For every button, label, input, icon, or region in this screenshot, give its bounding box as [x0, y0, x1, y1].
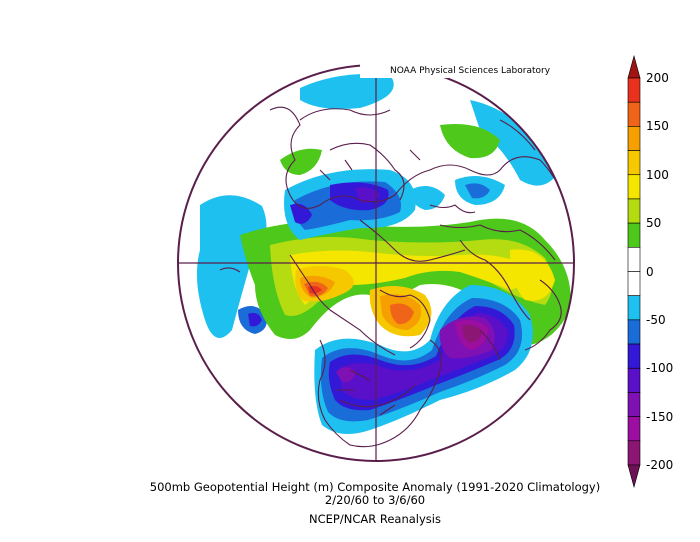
colorbar-tick-label: 50 [646, 216, 662, 231]
colorbar-tick-label: 150 [646, 119, 669, 134]
colorbar-bin [627, 367, 641, 393]
colorbar-bin [627, 271, 641, 296]
colorbar-bin [627, 416, 641, 442]
negative-anomaly-north [300, 73, 394, 109]
colorbar-bin [627, 126, 641, 151]
colorbar-bin [627, 198, 641, 224]
colorbar-tick-label: -150 [646, 409, 674, 424]
credit-box [360, 64, 578, 78]
colorbar-tick-label: -100 [646, 361, 674, 376]
colorbar [627, 54, 641, 489]
colorbar-tick-label: 100 [646, 167, 669, 182]
colorbar-bin [627, 247, 641, 272]
graticule [178, 65, 574, 461]
colorbar-tick-label: -200 [646, 458, 674, 472]
colorbar-bin [627, 319, 641, 345]
colorbar-tick-label: 0 [646, 264, 654, 279]
caption-source: NCEP/NCAR Reanalysis [309, 512, 441, 526]
credit-label: NOAA Physical Sciences Laboratory [390, 66, 551, 76]
negative-anomaly-west [196, 195, 267, 338]
anomaly-field [196, 73, 571, 434]
colorbar-bin [627, 295, 641, 321]
colorbar-bottom-arrow [627, 464, 641, 489]
colorbar-tick-label: -50 [646, 312, 666, 327]
colorbar-tick-label: 200 [646, 71, 669, 85]
coastlines [219, 106, 566, 448]
colorbar-bin [627, 101, 641, 127]
colorbar-bin [627, 150, 641, 176]
colorbar-top-arrow [627, 54, 641, 79]
colorbar-bin [627, 343, 641, 369]
caption-title: 500mb Geopotential Height (m) Composite … [149, 480, 601, 494]
colorbar-bin [627, 392, 641, 417]
caption-dates: 2/20/60 to 3/6/60 [324, 493, 426, 507]
colorbar-bin [627, 440, 641, 466]
colorbar-bin [627, 77, 641, 103]
colorbar-bin [627, 174, 641, 200]
colorbar-bin [627, 222, 641, 248]
